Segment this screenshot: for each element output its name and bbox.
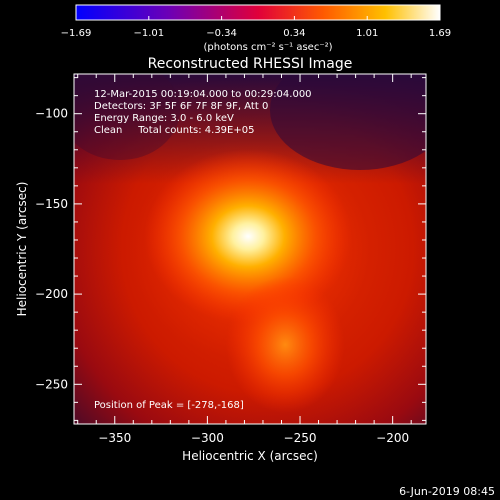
annotation-peak-position: Position of Peak = [-278,-168]	[94, 400, 244, 411]
y-tick-label: −200	[35, 287, 68, 301]
y-tick-label: −250	[35, 377, 68, 391]
colorbar-tick-label: −1.69	[61, 28, 92, 39]
annotation-time-range: 12-Mar-2015 00:19:04.000 to 00:29:04.000	[94, 89, 312, 100]
colorbar-tick-label: 1.69	[429, 28, 451, 39]
heatmap-image	[74, 74, 426, 424]
y-tick-label: −150	[35, 197, 68, 211]
y-tick-label: −100	[35, 107, 68, 121]
y-axis-label: Heliocentric Y (arcsec)	[15, 182, 29, 317]
x-tick-label: −300	[191, 431, 224, 445]
plot-frame	[73, 73, 427, 425]
colorbar-tick-label: −1.01	[133, 28, 164, 39]
annotation-energy-range: Energy Range: 3.0 - 6.0 keV	[94, 113, 234, 124]
chart-title: Reconstructed RHESSI Image	[148, 56, 353, 72]
annotation-method-counts: Clean Total counts: 4.39E+05	[94, 125, 254, 136]
annotation-detectors: Detectors: 3F 5F 6F 7F 8F 9F, Att 0	[94, 101, 268, 112]
footer-date: 6-Jun-2019 08:45	[399, 485, 495, 498]
colorbar-tick-label: 0.34	[283, 28, 305, 39]
colorbar-tick-label: −0.34	[206, 28, 237, 39]
x-tick-label: −350	[98, 431, 131, 445]
x-tick-label: −250	[284, 431, 317, 445]
colorbar	[76, 5, 440, 20]
colorbar-unit-label: (photons cm⁻² s⁻¹ asec⁻²)	[203, 42, 332, 53]
x-tick-label: −200	[376, 431, 409, 445]
x-axis-label: Heliocentric X (arcsec)	[182, 449, 318, 463]
source-2	[225, 276, 345, 413]
colorbar-tick-label: 1.01	[356, 28, 378, 39]
